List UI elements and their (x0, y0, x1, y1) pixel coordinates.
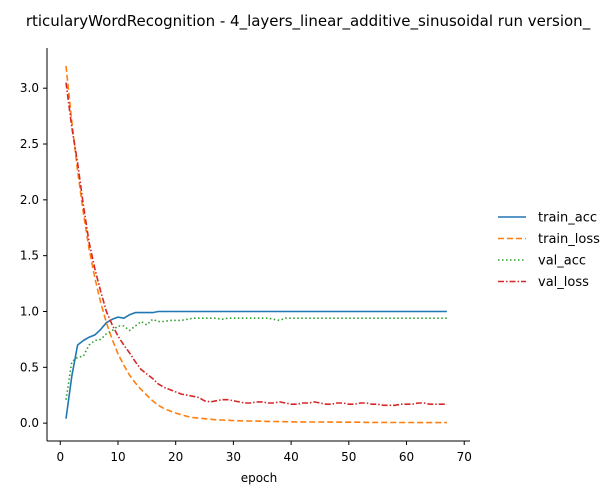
legend-label: train_acc (538, 211, 597, 226)
series-line-train-loss (65, 65, 447, 424)
legend-label: val_loss (538, 275, 589, 290)
y-tick-label: 0.0 (20, 416, 39, 430)
y-tick-label: 0.5 (20, 360, 39, 374)
legend-label: val_acc (538, 254, 586, 269)
x-tick-label: 0 (56, 450, 64, 464)
series-lines (65, 65, 447, 424)
y-tick-label: 2.0 (20, 193, 39, 207)
x-tick-label: 50 (341, 450, 356, 464)
chart-title: rticularyWordRecognition - 4_layers_line… (26, 12, 591, 31)
x-axis-label: epoch (241, 471, 278, 485)
plot-axes: 0 10 20 30 40 50 60 70 0.0 0.5 1.0 1.5 2.0 2.5 3.0 (20, 48, 472, 464)
series-line-train-acc (65, 310, 447, 419)
legend-label: train_loss (538, 232, 600, 247)
x-tick-label: 10 (110, 450, 125, 464)
x-tick-label: 40 (283, 450, 298, 464)
series-line-val-loss (65, 82, 447, 407)
x-tick-label: 20 (168, 450, 183, 464)
series-line-val-acc (65, 317, 447, 400)
x-tick-label: 60 (399, 450, 414, 464)
y-tick-label: 3.0 (20, 81, 39, 95)
y-tick-label: 2.5 (20, 137, 39, 151)
x-tick-label: 70 (457, 450, 472, 464)
legend: train_acc train_loss val_acc val_loss (498, 211, 600, 290)
y-tick-label: 1.0 (20, 304, 39, 318)
x-tick-label: 30 (226, 450, 241, 464)
y-tick-label: 1.5 (20, 249, 39, 263)
